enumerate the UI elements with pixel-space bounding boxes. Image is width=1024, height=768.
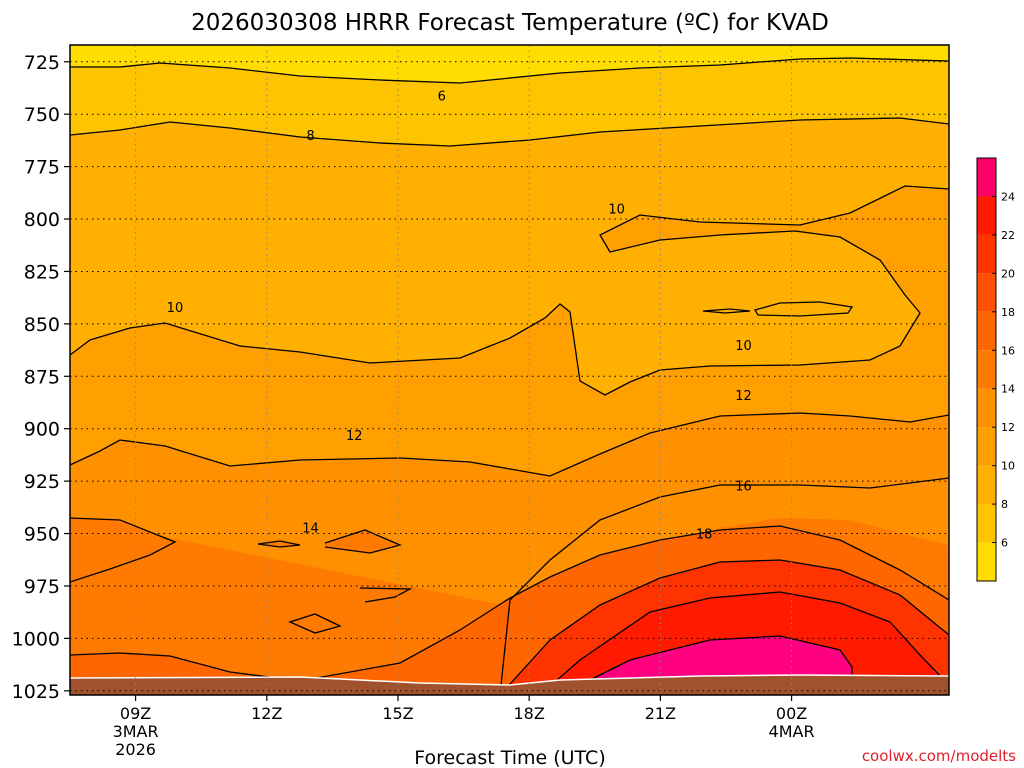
- contour-8: [70, 117, 949, 147]
- contour-label-18: 18: [696, 528, 713, 543]
- colorbar-label-24: 24: [1001, 190, 1015, 203]
- colorbar-label-16: 16: [1001, 344, 1015, 357]
- chart-title: 2026030308 HRRR Forecast Temperature (ºC…: [191, 10, 829, 36]
- y-tick-label-1025: 1025: [12, 681, 60, 703]
- contour-24: [559, 635, 853, 695]
- x-tick-label-21Z: 21Z: [645, 704, 676, 723]
- x-tick-label-12Z: 12Z: [251, 704, 282, 723]
- colorbar-swatch-12: [977, 388, 996, 428]
- colorbar-label-20: 20: [1001, 267, 1015, 280]
- contour-14-left: [70, 517, 177, 583]
- y-tick-label-825: 825: [24, 261, 60, 283]
- x-tick-label-18Z: 18Z: [514, 704, 545, 723]
- colorbar-label-14: 14: [1001, 383, 1015, 396]
- y-tick-label-900: 900: [24, 419, 60, 441]
- pocket-14-left: [70, 518, 175, 582]
- y-tick-label-975: 975: [24, 576, 60, 598]
- x-tick-label-00Z: 00Z: [776, 704, 807, 723]
- colorbar-swatch-4: [977, 542, 996, 581]
- contour-10-main: [70, 185, 949, 396]
- y-tick-label-1000: 1000: [12, 628, 60, 650]
- pocket-14-lower: [290, 614, 340, 633]
- colorbar-swatch-14: [977, 350, 996, 389]
- band-4-6: [70, 45, 949, 83]
- colorbar-swatch-22: [977, 196, 996, 235]
- colorbar-label-6: 6: [1001, 537, 1008, 550]
- y-tick-label-725: 725: [24, 52, 60, 74]
- contour-20: [539, 591, 949, 695]
- x-date-label-09Z: 3MAR: [113, 722, 159, 741]
- contour-label-10: 10: [608, 203, 625, 218]
- y-tick-label-875: 875: [24, 366, 60, 388]
- contour-lines: [70, 57, 949, 695]
- colorbar-swatch-16: [977, 311, 996, 351]
- y-axis: 725 750 775 800 825 850 875 900 925 950 975 1000 102…: [12, 52, 70, 703]
- colorbar-swatch-8: [977, 465, 996, 505]
- colorbar-swatch-20: [977, 234, 996, 274]
- y-tick-label-775: 775: [24, 157, 60, 179]
- x-date-label-00Z: 4MAR: [769, 722, 815, 741]
- y-tick-label-800: 800: [24, 209, 60, 231]
- contour-labels: 6 8 10 10 10 12 12 14 16 18: [167, 89, 752, 543]
- contour-10-sliver: [702, 308, 751, 314]
- colorbar: 6 8 10 12 14 16 18 20 22 24: [976, 157, 1015, 582]
- contour-label-12: 12: [346, 429, 363, 444]
- x-tick-label-15Z: 15Z: [382, 704, 413, 723]
- contour-16: [70, 525, 949, 682]
- contour-18: [499, 559, 949, 695]
- contour-10-loop: [754, 301, 854, 317]
- contour-14-low: [359, 587, 413, 603]
- contour-label-8: 8: [306, 129, 314, 144]
- y-tick-label-950: 950: [24, 524, 60, 546]
- colorbar-frame: [976, 157, 997, 582]
- contour-label-14: 14: [302, 521, 319, 536]
- contour-12: [70, 412, 949, 477]
- contour-14-small: [257, 540, 301, 548]
- y-tick-label-925: 925: [24, 471, 60, 493]
- pocket-14-center: [325, 530, 400, 553]
- x-axis-label: Forecast Time (UTC): [414, 747, 605, 768]
- grid: [70, 45, 949, 695]
- credit-text: coolwx.com/modelts: [862, 747, 1016, 765]
- x-year-label-09Z: 2026: [115, 740, 156, 759]
- contour-label-10: 10: [167, 301, 184, 316]
- colorbar-label-12: 12: [1001, 421, 1015, 434]
- contour-14-center: [324, 529, 402, 554]
- contour-label-12: 12: [735, 389, 752, 404]
- y-tick-label-750: 750: [24, 104, 60, 126]
- y-tick-label-850: 850: [24, 314, 60, 336]
- colorbar-label-22: 22: [1001, 229, 1015, 242]
- colorbar-swatch-10: [977, 427, 996, 466]
- plot-area: [70, 45, 949, 695]
- colorbar-label-8: 8: [1001, 498, 1008, 511]
- colorbar-swatch-18: [977, 273, 996, 312]
- colorbar-swatch-24: [977, 158, 996, 197]
- contour-14-lower: [288, 613, 342, 634]
- pocket-14-low: [360, 588, 410, 602]
- colorbar-label-18: 18: [1001, 306, 1015, 319]
- colorbar-label-10: 10: [1001, 460, 1015, 473]
- contour-label-10: 10: [735, 339, 752, 354]
- contour-label-6: 6: [438, 89, 446, 104]
- colorbar-swatch-6: [977, 504, 996, 543]
- x-tick-label-09Z: 09Z: [120, 704, 151, 723]
- plot-frame: [69, 44, 950, 696]
- ground-line: [70, 674, 949, 686]
- contour-6: [70, 57, 949, 84]
- contour-label-16: 16: [735, 479, 752, 494]
